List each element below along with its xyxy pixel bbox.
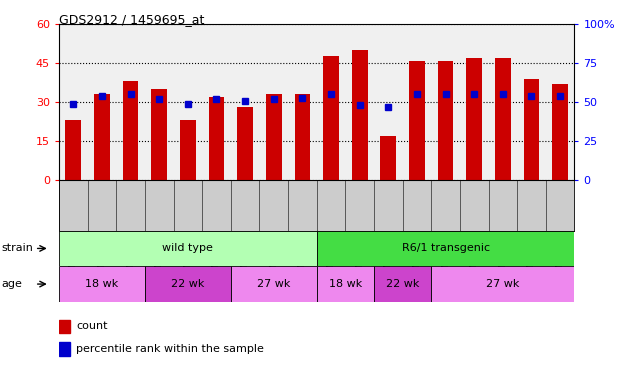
Text: GDS2912 / 1459695_at: GDS2912 / 1459695_at (59, 13, 204, 26)
Text: 27 wk: 27 wk (257, 279, 291, 289)
Bar (123, 81, 138, 180)
Bar (317, 231, 574, 266)
Bar (409, 61, 425, 180)
Bar (351, 50, 368, 180)
Bar (145, 266, 231, 302)
Bar (524, 79, 540, 180)
Bar (59, 231, 317, 266)
Bar (94, 94, 110, 180)
Text: 18 wk: 18 wk (329, 279, 362, 289)
Bar (431, 266, 574, 302)
Bar (294, 94, 310, 180)
Bar (317, 266, 374, 302)
Bar (381, 136, 396, 180)
Bar (180, 120, 196, 180)
Text: 27 wk: 27 wk (486, 279, 520, 289)
Bar (323, 56, 339, 180)
Bar (209, 97, 224, 180)
Bar (237, 107, 253, 180)
Text: R6/1 transgenic: R6/1 transgenic (402, 243, 489, 254)
Text: percentile rank within the sample: percentile rank within the sample (76, 344, 264, 354)
Bar (495, 58, 510, 180)
Text: 18 wk: 18 wk (85, 279, 119, 289)
Text: 22 wk: 22 wk (171, 279, 204, 289)
Bar (466, 58, 482, 180)
Text: 22 wk: 22 wk (386, 279, 419, 289)
Bar (59, 342, 70, 355)
Text: age: age (1, 279, 22, 289)
Bar (59, 320, 70, 333)
Bar (552, 84, 568, 180)
Bar (438, 61, 453, 180)
Text: count: count (76, 321, 107, 331)
Bar (59, 266, 145, 302)
Bar (231, 266, 317, 302)
Bar (152, 89, 167, 180)
Text: wild type: wild type (163, 243, 213, 254)
Bar (65, 120, 81, 180)
Bar (374, 266, 431, 302)
Bar (266, 94, 282, 180)
Text: strain: strain (1, 243, 33, 254)
